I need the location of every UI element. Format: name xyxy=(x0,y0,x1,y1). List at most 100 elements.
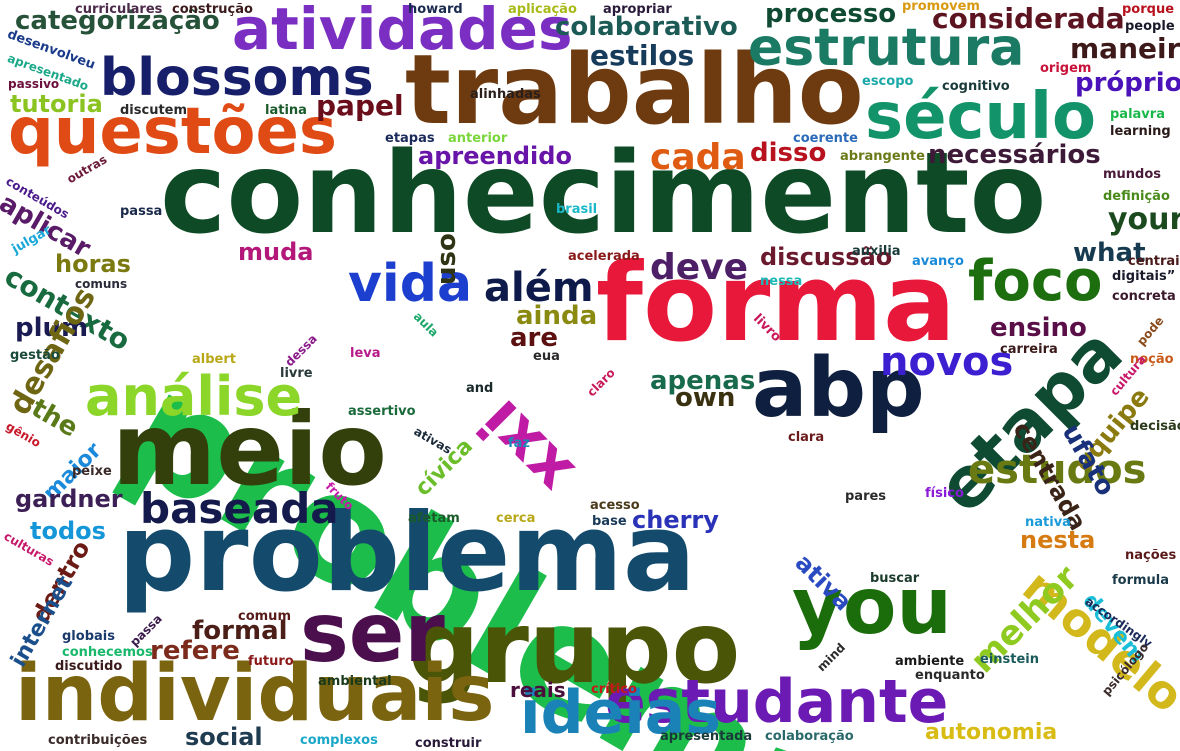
word-nocao: noção xyxy=(1130,352,1174,367)
word-ensino: ensino xyxy=(990,313,1087,343)
word-construir: construir xyxy=(415,736,482,751)
word-livre: livre xyxy=(280,366,313,381)
word-centrais: centrais xyxy=(1128,254,1180,269)
word-enquanto: enquanto xyxy=(915,668,985,683)
word-howard: howard xyxy=(408,2,463,17)
word-tutoria: tutoria xyxy=(10,90,103,118)
word-futuro: futuro xyxy=(248,654,294,669)
word-clara: clara xyxy=(788,430,825,445)
word-formula: formula xyxy=(1112,573,1170,588)
word-einstein: einstein xyxy=(980,652,1040,667)
word-alem: além xyxy=(484,265,594,311)
word-fisico: físico xyxy=(925,486,964,501)
word-eua: eua xyxy=(533,349,560,364)
word-carreira: carreira xyxy=(1000,342,1058,357)
word-coerente: coerente xyxy=(793,131,858,146)
word-meio: meio xyxy=(112,391,387,508)
word-construcao: construção xyxy=(172,2,253,17)
word-apreendido: apreendido xyxy=(418,142,572,170)
word-ambiente: ambiente xyxy=(895,654,965,669)
word-passa: passa xyxy=(120,204,163,219)
word-papel: papel xyxy=(316,89,404,122)
word-ambiental: ambiental xyxy=(318,674,392,689)
word-globais: globais xyxy=(62,629,115,644)
word-claro: claro xyxy=(584,365,618,400)
word-grupo: grupo xyxy=(408,589,741,706)
word-uso: uso xyxy=(432,233,462,285)
word-curriculares: curriculares xyxy=(75,2,163,17)
word-cognitivo: cognitivo xyxy=(942,79,1010,94)
word-origem: origem xyxy=(1040,61,1092,76)
word-etapas: etapas xyxy=(385,131,435,146)
word-comum: comum xyxy=(238,609,291,624)
word-afetam: afetam xyxy=(408,511,460,526)
word-what: what xyxy=(1073,238,1146,268)
word-faz: faz xyxy=(508,436,530,451)
word-categorizacao: categorização xyxy=(15,6,220,36)
word-cerca: cerca xyxy=(496,511,536,526)
word-nesta: nesta xyxy=(1020,526,1096,554)
word-definicao: definição xyxy=(1103,189,1170,204)
word-nessa: nessa xyxy=(760,274,803,289)
word-atividades: atividades xyxy=(232,0,573,63)
word-promovem: promovem xyxy=(902,0,980,14)
word-refere: refere xyxy=(150,636,240,666)
word-complexos: complexos xyxy=(300,733,378,748)
word-escopo: escopo xyxy=(862,74,914,89)
word-apenas: apenas xyxy=(650,366,756,396)
word-individuais: individuais xyxy=(15,649,495,739)
word-contribuicoes: contribuições xyxy=(48,733,148,748)
word-avanco: avanço xyxy=(912,254,964,269)
word-todos: todos xyxy=(30,517,106,545)
word-your: your xyxy=(1108,202,1180,237)
word-trabalho: trabalho xyxy=(405,34,864,146)
word-pares: pares xyxy=(845,489,887,504)
word-discutem: discutem xyxy=(120,103,188,118)
word-colaborativo: colaborativo xyxy=(555,12,738,42)
word-base: base xyxy=(592,514,627,529)
word-concreta: concreta xyxy=(1112,289,1176,304)
word-ativas: ativas xyxy=(411,424,455,457)
word-dessa: dessa xyxy=(282,331,320,370)
word-plum: plum xyxy=(15,313,89,343)
word-proprio: próprio xyxy=(1075,68,1180,98)
word-nativa: nativa xyxy=(1025,515,1071,530)
word-comuns: comuns xyxy=(75,277,128,291)
word-and: and xyxy=(466,381,494,396)
word-discussao: discussão xyxy=(760,243,893,271)
word-albert: albert xyxy=(192,352,236,367)
word-horas: horas xyxy=(55,250,131,278)
word-questoes: questões xyxy=(8,95,337,169)
word-palavra: palavra xyxy=(1110,107,1165,122)
word-ser: ser xyxy=(300,586,445,681)
word-maneira: maneira xyxy=(1070,32,1180,65)
word-apropriar: apropriar xyxy=(603,2,672,17)
word-estudante: estudante xyxy=(605,667,949,737)
word-aplicacao: aplicação xyxy=(508,2,577,17)
word-estilos: estilos xyxy=(590,39,695,72)
word-latina: latina xyxy=(265,103,307,118)
word-seculo: século xyxy=(865,80,1096,154)
word-forma: forma xyxy=(596,241,956,366)
word-buscar: buscar xyxy=(870,571,920,586)
word-cherry: cherry xyxy=(632,506,719,534)
word-decisao: decisão xyxy=(1130,419,1180,434)
word-leva: leva xyxy=(350,346,381,361)
word-abrangente: abrangente xyxy=(840,149,925,164)
word-baseada: baseada xyxy=(140,484,339,533)
word-disso: disso xyxy=(750,138,827,168)
word-necessarios: necessários xyxy=(928,140,1101,170)
word-analise: análise xyxy=(85,365,303,428)
word-estrutura: estrutura xyxy=(748,18,1025,78)
word-problema: problema xyxy=(118,491,696,616)
word-anterior: anterior xyxy=(448,131,508,146)
word-cada: cada xyxy=(650,137,746,178)
word-aula: aula xyxy=(410,309,442,340)
word-foco: foco xyxy=(968,249,1103,314)
word-you: you xyxy=(792,562,952,652)
word-alinhadas: alinhadas xyxy=(470,87,541,102)
word-muda: muda xyxy=(238,238,314,266)
word-assertivo: assertivo xyxy=(348,404,416,419)
word-discutido: discutido xyxy=(55,659,123,674)
